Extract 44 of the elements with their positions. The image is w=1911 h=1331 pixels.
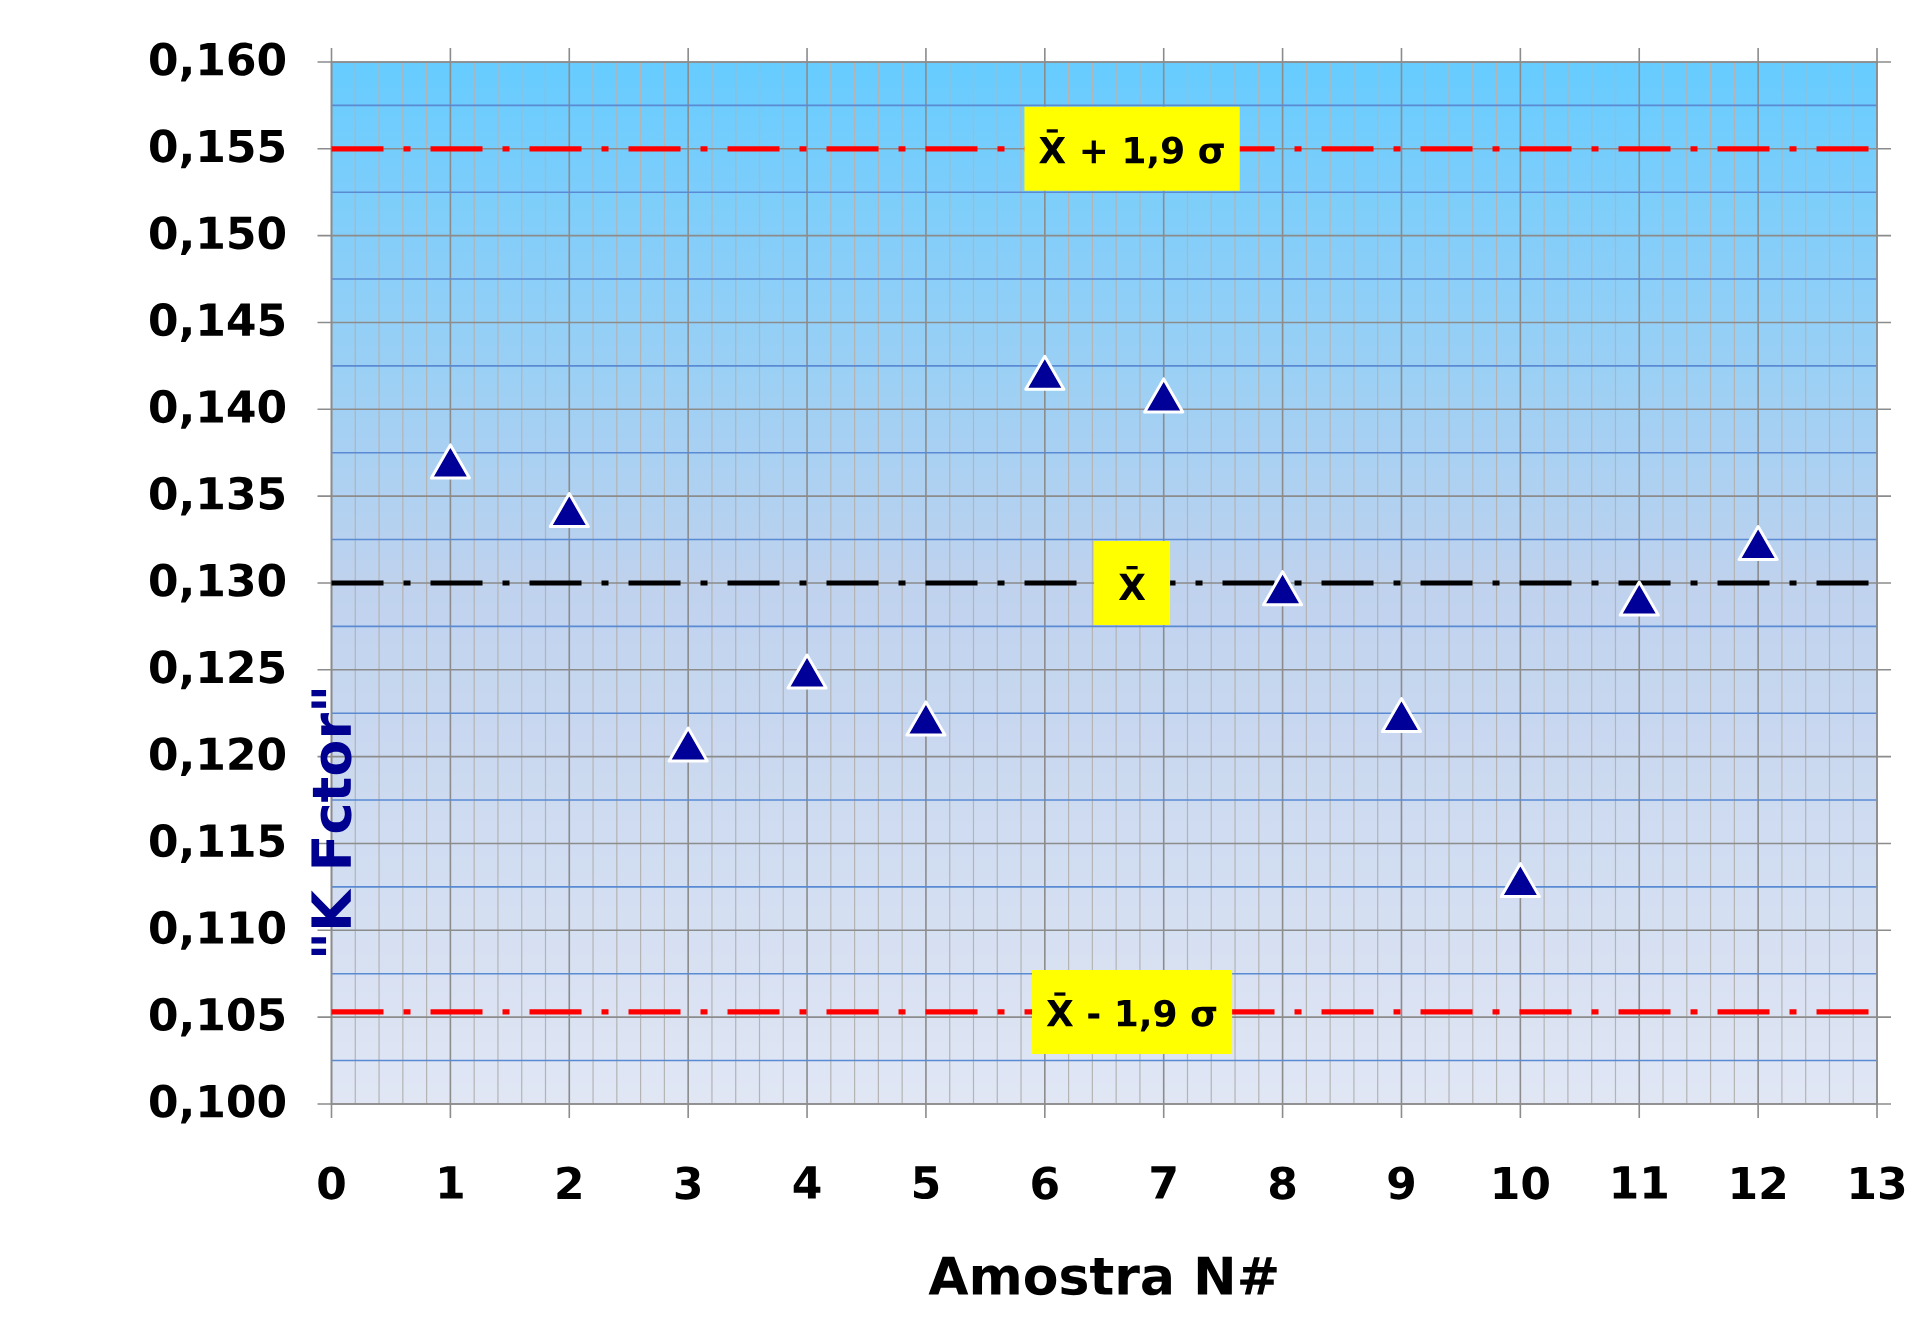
x-tick-label: 8 bbox=[1269, 1166, 1296, 1200]
x-tick-label: 13 bbox=[1851, 1166, 1905, 1200]
point bbox=[667, 726, 709, 763]
y-axis-title: "K Fctor" bbox=[311, 689, 352, 956]
y-tick-label: 0,115 bbox=[150, 824, 285, 863]
x-axis-title: Amostra N# bbox=[928, 1256, 1277, 1296]
x-tick-label: 1 bbox=[440, 1166, 463, 1199]
y-tick-label: 0,160 bbox=[150, 42, 286, 82]
x-tick-label: 7 bbox=[1151, 1166, 1176, 1199]
point bbox=[1737, 525, 1779, 562]
point bbox=[1618, 580, 1660, 617]
y-tick-label: 0,155 bbox=[150, 129, 285, 169]
x-tick-label: 9 bbox=[1388, 1166, 1414, 1200]
y-tick-label: 0,140 bbox=[150, 389, 286, 429]
point bbox=[548, 492, 590, 529]
ref-line-label: X̄ + 1,9 σ bbox=[1039, 129, 1224, 169]
x-tick-label: 4 bbox=[793, 1166, 821, 1199]
x-tick-label: 6 bbox=[1032, 1166, 1058, 1200]
point bbox=[1499, 861, 1541, 898]
x-tick-label: 12 bbox=[1732, 1166, 1785, 1200]
ref-line-label: X̄ bbox=[1118, 566, 1146, 600]
y-tick-label: 0,120 bbox=[150, 737, 286, 777]
y-tick-label: 0,105 bbox=[150, 997, 285, 1037]
point bbox=[786, 653, 828, 690]
x-tick-label: 0 bbox=[318, 1166, 345, 1200]
x-tick-label: 11 bbox=[1613, 1166, 1667, 1199]
point bbox=[1143, 377, 1185, 414]
point bbox=[429, 443, 471, 480]
y-tick-label: 0,150 bbox=[150, 216, 286, 256]
y-tick-label: 0,135 bbox=[150, 476, 285, 516]
y-tick-label: 0,100 bbox=[150, 1084, 286, 1124]
point bbox=[1380, 696, 1423, 733]
y-tick-label: 0,110 bbox=[150, 910, 286, 950]
y-tick-label: 0,145 bbox=[150, 303, 285, 342]
x-tick-label: 5 bbox=[914, 1166, 939, 1200]
y-tick-label: 0,130 bbox=[150, 563, 286, 603]
x-tick-label: 2 bbox=[557, 1166, 581, 1200]
point bbox=[905, 700, 947, 737]
ref-line-label: X̄ - 1,9 σ bbox=[1046, 992, 1217, 1032]
x-tick-label: 3 bbox=[675, 1166, 700, 1200]
point bbox=[1262, 570, 1304, 607]
point bbox=[1024, 354, 1066, 391]
x-tick-label: 10 bbox=[1494, 1166, 1549, 1200]
y-tick-label: 0,125 bbox=[150, 650, 285, 690]
